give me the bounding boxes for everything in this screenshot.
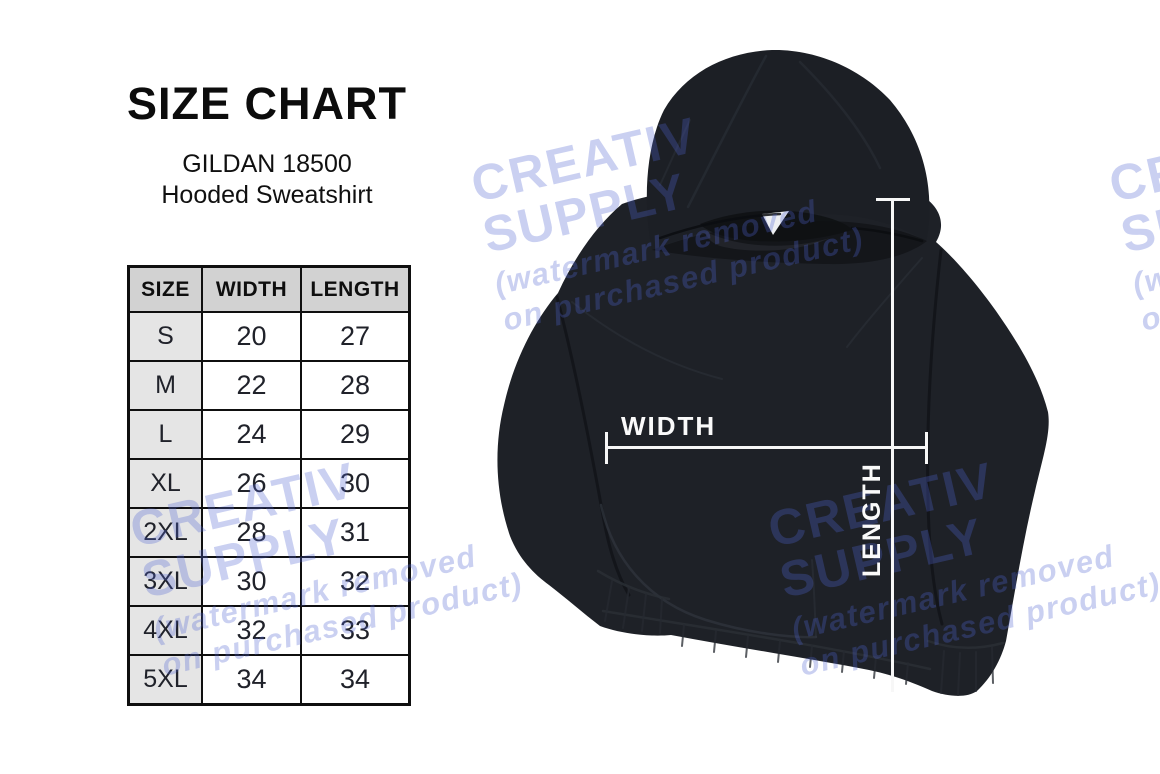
table-row: 5XL 34 34: [127, 654, 411, 706]
table-row: 4XL 32 33: [127, 605, 411, 656]
hoodie-body: [497, 183, 1049, 696]
header-length: LENGTH: [300, 265, 411, 313]
length-cell: 32: [300, 556, 411, 607]
size-table: SIZE WIDTH LENGTH S 20 27 M 22 28 L 24 2…: [127, 265, 411, 706]
kangaroo-pocket: [599, 503, 818, 639]
length-cell: 27: [300, 311, 411, 362]
product-subtitle: GILDAN 18500 Hooded Sweatshirt: [108, 149, 426, 211]
width-cell: 20: [201, 311, 302, 362]
table-row: XL 26 30: [127, 458, 411, 509]
width-cell: 26: [201, 458, 302, 509]
width-cell: 24: [201, 409, 302, 460]
table-header-row: SIZE WIDTH LENGTH: [127, 265, 411, 313]
table-row: M 22 28: [127, 360, 411, 411]
width-cell: 30: [201, 556, 302, 607]
ribbing-details: [596, 569, 1005, 696]
size-cell: S: [127, 311, 203, 362]
length-cell: 34: [300, 654, 411, 706]
size-cell: XL: [127, 458, 203, 509]
width-cell: 34: [201, 654, 302, 706]
size-cell: 2XL: [127, 507, 203, 558]
header-size: SIZE: [127, 265, 203, 313]
length-measure-label: LENGTH: [858, 462, 886, 577]
length-cell: 28: [300, 360, 411, 411]
width-measure-label: WIDTH: [621, 411, 717, 441]
length-cell: 33: [300, 605, 411, 656]
size-cell: L: [127, 409, 203, 460]
length-cell: 31: [300, 507, 411, 558]
width-cell: 22: [201, 360, 302, 411]
table-row: 3XL 30 32: [127, 556, 411, 607]
table-row: 2XL 28 31: [127, 507, 411, 558]
product-type: Hooded Sweatshirt: [161, 181, 373, 209]
width-measure-line: [607, 446, 928, 449]
table-row: S 20 27: [127, 311, 411, 362]
fabric-folds: [555, 54, 944, 626]
page-title: SIZE CHART: [127, 78, 407, 129]
hoodie-hood: [646, 49, 930, 250]
size-cell: 5XL: [127, 654, 203, 706]
size-cell: M: [127, 360, 203, 411]
table-row: L 24 29: [127, 409, 411, 460]
size-cell: 3XL: [127, 556, 203, 607]
width-measure-tick-right: [925, 432, 928, 464]
length-cell: 30: [300, 458, 411, 509]
width-cell: 32: [201, 605, 302, 656]
neck-tag: [762, 211, 789, 235]
length-measure-tick-top: [876, 198, 910, 201]
size-cell: 4XL: [127, 605, 203, 656]
product-model: GILDAN 18500: [182, 150, 352, 178]
collar-fold-highlight: [706, 232, 830, 251]
length-measure-line: [891, 199, 894, 692]
width-cell: 28: [201, 507, 302, 558]
header-width: WIDTH: [201, 265, 302, 313]
width-measure-tick-left: [605, 432, 608, 464]
length-cell: 29: [300, 409, 411, 460]
